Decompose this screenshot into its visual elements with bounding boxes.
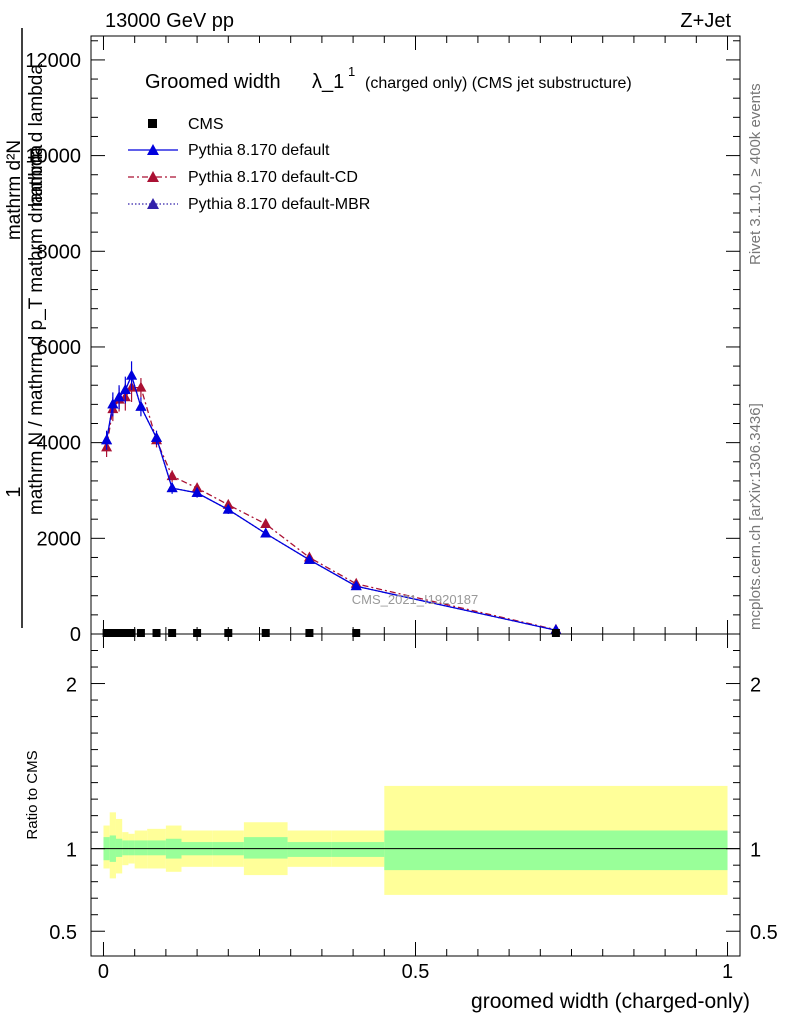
data-point-marker <box>135 400 147 411</box>
data-point-marker <box>191 486 203 497</box>
cms-data-point <box>115 629 124 637</box>
series-line-dotted <box>105 373 557 631</box>
ratio-y-tick-label-right: 2 <box>750 675 761 697</box>
ratio-stat-band <box>331 842 385 857</box>
title-superscript: 1 <box>348 64 355 79</box>
data-point-marker <box>303 553 315 564</box>
x-tick-label: 1 <box>722 961 733 983</box>
mcplots-label: mcplots.cern.ch [arXiv:1306.3436] <box>747 403 764 630</box>
y-tick-label: 12000 <box>25 50 81 72</box>
cms-data-point <box>102 629 111 637</box>
series-line-dash-dot <box>105 386 557 631</box>
data-point-marker <box>107 398 119 409</box>
data-point-marker <box>126 369 138 380</box>
data-point-marker <box>222 503 234 514</box>
ratio-stat-band <box>122 840 129 856</box>
lower-tick-labels: 0.5 0.5 1 1 2 2 0 0.5 1 <box>49 675 778 983</box>
cms-data-point <box>352 629 361 637</box>
y-tick-label: 4000 <box>37 433 82 455</box>
ratio-y-label: Ratio to CMS <box>24 750 41 839</box>
y-tick-label: 8000 <box>37 241 82 263</box>
ratio-stat-band <box>147 840 166 856</box>
cms-data-point <box>121 629 130 637</box>
ratio-bands <box>103 785 728 895</box>
cms-data-point <box>136 629 145 637</box>
x-tick-label: 0 <box>98 961 109 983</box>
cms-data-point <box>551 629 560 637</box>
data-point-marker <box>166 482 178 493</box>
legend-mbr-label: Pythia 8.170 default-MBR <box>188 196 370 213</box>
process-label: Z+Jet <box>680 10 731 32</box>
energy-label: 13000 GeV pp <box>105 10 234 32</box>
upper-y-tick-labels: 0 2000 4000 6000 8000 10000 12000 <box>25 50 81 646</box>
ratio-stat-band <box>287 842 332 857</box>
ratio-stat-band <box>115 838 123 857</box>
upper-y-label: 1 mathrm N / mathrm d p_T mathrm d lambd… <box>3 28 47 628</box>
title-note: (charged only) (CMS jet substructure) <box>365 75 632 92</box>
title-text: Groomed width <box>145 71 281 93</box>
ratio-stat-band <box>384 830 728 871</box>
cms-data-point <box>261 629 270 637</box>
y-tick-label: 2000 <box>37 528 82 550</box>
legend-cms-marker <box>148 119 157 128</box>
ratio-y-tick-label: 0.5 <box>49 922 77 944</box>
title-symbol: λ_1 <box>312 71 344 93</box>
rivet-label: Rivet 3.1.10, ≥ 400k events <box>747 83 764 265</box>
ratio-stat-band <box>128 840 135 856</box>
cms-data-point <box>127 629 136 637</box>
legend-cd-marker <box>147 171 159 182</box>
cms-data-point <box>305 629 314 637</box>
legend-mbr-marker <box>147 198 159 209</box>
legend-default-marker <box>147 144 159 155</box>
ratio-stat-band <box>243 837 288 859</box>
ratio-y-tick-label-right: 1 <box>750 840 761 862</box>
data-point-marker <box>350 580 362 591</box>
cms-data-point <box>224 629 233 637</box>
ratio-stat-band <box>134 840 148 856</box>
cms-data-point <box>108 629 117 637</box>
data-point-marker <box>260 517 272 528</box>
ylabel-den-b: mathrm d lambda <box>26 64 47 212</box>
data-point-marker <box>260 527 272 538</box>
ylabel-denominator: mathrm N / mathrm d p_T mathrm d lambda <box>26 144 47 515</box>
data-point-marker <box>119 384 131 395</box>
y-tick-label: 0 <box>70 624 81 646</box>
upper-axis-ticks <box>91 36 740 635</box>
legend: CMS Pythia 8.170 default Pythia 8.170 de… <box>128 116 370 213</box>
x-tick-label: 0.5 <box>402 961 430 983</box>
legend-cms-label: CMS <box>188 116 224 133</box>
lower-axis-ticks <box>91 634 740 956</box>
ratio-y-tick-label: 1 <box>66 840 77 862</box>
y-tick-label: 10000 <box>25 146 81 168</box>
legend-cd-label: Pythia 8.170 default-CD <box>188 169 358 186</box>
legend-default-label: Pythia 8.170 default <box>188 142 330 159</box>
cms-data-point <box>152 629 161 637</box>
data-point-marker <box>135 381 147 392</box>
analysis-watermark: CMS_2021_I1920187 <box>352 592 479 607</box>
x-axis-label: groomed width (charged-only) <box>471 990 750 1013</box>
cms-data-point <box>193 629 202 637</box>
chart-title: Groomed width λ_1 1 (charged only) (CMS … <box>145 64 632 93</box>
series-line-solid <box>105 373 557 631</box>
ylabel-one: 1 <box>3 486 25 497</box>
ratio-y-tick-label-right: 0.5 <box>750 922 778 944</box>
data-point-marker <box>151 431 163 442</box>
y-tick-label: 6000 <box>37 337 82 359</box>
data-point-marker <box>101 434 113 445</box>
ylabel-numerator: mathrm d²N <box>4 140 25 240</box>
series-layer <box>101 361 562 637</box>
data-point-marker <box>113 391 125 402</box>
ratio-y-tick-label: 2 <box>66 675 77 697</box>
cms-data-point <box>168 629 177 637</box>
